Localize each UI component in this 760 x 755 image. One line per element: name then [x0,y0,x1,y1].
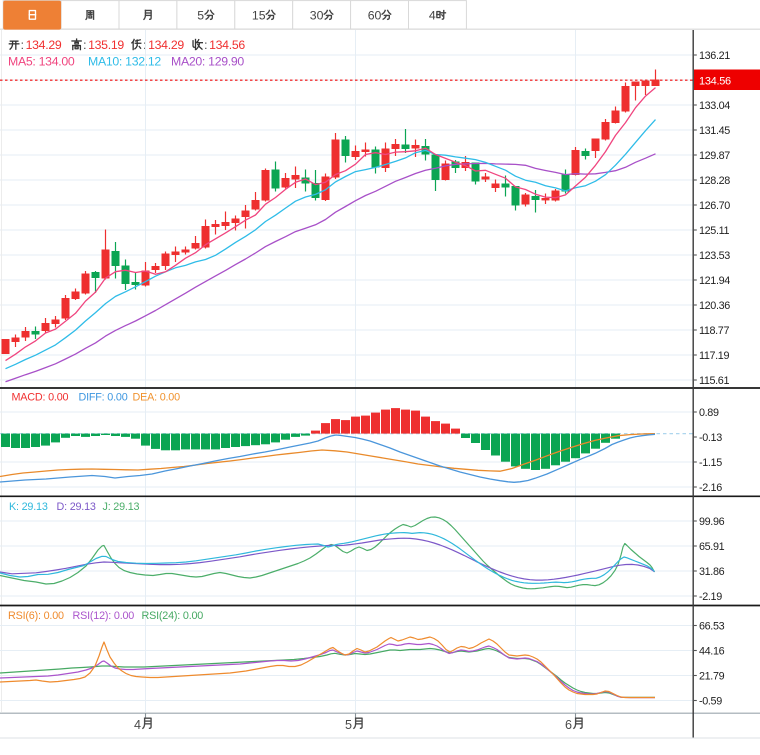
svg-text:15: 15 [252,8,266,22]
svg-text:D: 29.13: D: 29.13 [57,501,96,513]
svg-text:RSI(24): 0.00: RSI(24): 0.00 [142,610,204,622]
svg-text::: : [204,38,207,52]
svg-text:134.56: 134.56 [699,75,731,87]
svg-text:DEA: 0.00: DEA: 0.00 [133,392,181,404]
svg-text:117.19: 117.19 [699,350,729,362]
svg-text:134.29: 134.29 [148,38,184,52]
svg-text:31.86: 31.86 [699,566,725,578]
svg-text:135.19: 135.19 [88,38,124,52]
svg-text:0.89: 0.89 [699,407,719,419]
svg-text:-0.59: -0.59 [699,696,722,708]
svg-text:129.87: 129.87 [699,150,730,162]
svg-text:-1.15: -1.15 [699,457,722,469]
svg-text:K: 29.13: K: 29.13 [9,501,48,513]
svg-text:115.61: 115.61 [699,375,729,387]
svg-text:120.36: 120.36 [699,300,730,312]
svg-text:99.96: 99.96 [699,516,725,528]
svg-text:121.94: 121.94 [699,275,730,287]
svg-text:4: 4 [134,718,141,732]
svg-text:136.21: 136.21 [699,50,730,62]
svg-text:-2.19: -2.19 [699,591,722,603]
svg-text:126.70: 126.70 [699,200,730,212]
svg-text:21.79: 21.79 [699,671,725,683]
svg-text::: : [21,38,24,52]
svg-text:MACD: 0.00: MACD: 0.00 [12,392,69,404]
svg-text:RSI(6): 0.00: RSI(6): 0.00 [8,610,64,622]
svg-text:118.77: 118.77 [699,325,729,337]
svg-text:65.91: 65.91 [699,541,725,553]
svg-text:MA20: 129.90: MA20: 129.90 [171,54,244,68]
svg-text:MA10: 132.12: MA10: 132.12 [88,54,161,68]
svg-text:6: 6 [565,718,572,732]
svg-text:30: 30 [310,8,324,22]
svg-text:-2.16: -2.16 [699,482,722,494]
svg-text::: : [83,38,86,52]
svg-text:125.11: 125.11 [699,225,729,237]
svg-text:60: 60 [368,8,382,22]
svg-text:133.04: 133.04 [699,100,730,112]
svg-text:DIFF: 0.00: DIFF: 0.00 [79,392,128,404]
svg-text:134.29: 134.29 [26,38,62,52]
svg-text:5: 5 [197,8,204,22]
svg-text:J: 29.13: J: 29.13 [103,501,140,513]
svg-text:66.53: 66.53 [699,621,725,633]
svg-text:MA5: 134.00: MA5: 134.00 [8,54,75,68]
svg-text:134.56: 134.56 [209,38,245,52]
svg-text:123.53: 123.53 [699,250,730,262]
svg-text:4: 4 [429,8,436,22]
svg-text:44.16: 44.16 [699,646,725,658]
svg-text:131.45: 131.45 [699,125,730,137]
svg-text:128.28: 128.28 [699,175,730,187]
svg-text::: : [143,38,146,52]
svg-text:-0.13: -0.13 [699,432,722,444]
svg-text:5: 5 [345,718,352,732]
svg-text:RSI(12): 0.00: RSI(12): 0.00 [73,610,135,622]
